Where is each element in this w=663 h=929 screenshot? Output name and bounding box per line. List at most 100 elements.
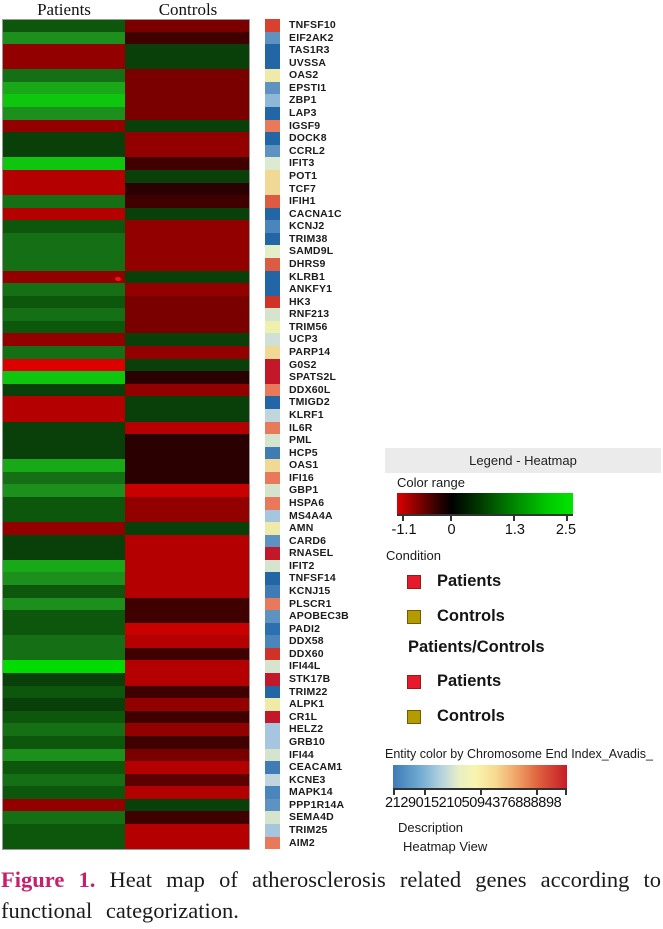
gene-label: TMIGD2 — [289, 396, 330, 409]
chromosome-swatch — [265, 320, 280, 334]
controls-cell — [125, 371, 250, 384]
patients-cell — [2, 723, 125, 736]
gene-label: HELZ2 — [289, 723, 324, 736]
controls-cell — [125, 509, 250, 523]
chromosome-swatch — [265, 232, 280, 246]
patients-cell — [2, 685, 125, 699]
controls-cell — [125, 786, 250, 799]
gene-label: CCRL2 — [289, 144, 326, 157]
chromosome-swatch — [265, 333, 280, 347]
patients-cell — [2, 346, 125, 359]
controls-cell — [125, 434, 250, 447]
heatmap-rows: TNFSF10 EIF2AK2 TAS1R3 UVSSA OAS2 EPSTI1 ZBP1 L… — [2, 19, 349, 850]
patients-cell — [2, 710, 125, 724]
controls-cell — [125, 220, 250, 233]
patients-cell — [2, 660, 125, 674]
chromosome-swatch — [265, 119, 280, 133]
gene-label: PLSCR1 — [289, 597, 332, 610]
patients-cell — [2, 119, 125, 133]
patients-cell — [2, 509, 125, 523]
patients-cell — [2, 132, 125, 145]
heatmap-row: IFIH1 — [2, 195, 349, 208]
gene-label: G0S2 — [289, 358, 317, 371]
patients-cell — [2, 295, 125, 309]
legend-item-condition-patients: Patients — [407, 572, 501, 591]
heatmap-row: SAMD9L — [2, 245, 349, 258]
controls-cell — [125, 333, 250, 347]
chromosome-swatch — [265, 660, 280, 674]
patients-cell — [2, 673, 125, 686]
patients-cell — [2, 195, 125, 208]
chromosome-swatch — [265, 308, 280, 321]
gene-label: DDX58 — [289, 635, 324, 648]
chromosome-swatch — [265, 673, 280, 686]
entity-color-label: Entity color by Chromosome End Index_Ava… — [385, 747, 653, 761]
controls-cell — [125, 107, 250, 120]
controls-cell — [125, 798, 250, 812]
patients-cell — [2, 522, 125, 535]
chromosome-swatch — [265, 295, 280, 309]
gene-label: GBP1 — [289, 484, 319, 497]
heatmap-row: UVSSA — [2, 56, 349, 70]
controls-cell — [125, 157, 250, 170]
controls-cell — [125, 647, 250, 661]
chromosome-axis-labels: 21290152105094376888898 — [385, 795, 562, 811]
gene-label: IFI16 — [289, 471, 314, 484]
patients-cell — [2, 371, 125, 384]
chromosome-swatch — [265, 446, 280, 460]
patients-cell — [2, 270, 125, 284]
heatmap-row: EPSTI1 — [2, 81, 349, 95]
gene-label: PML — [289, 434, 312, 447]
heatmap-row: TRIM56 — [2, 320, 349, 334]
gene-label: KLRB1 — [289, 270, 326, 283]
heatmap-row: KLRB1 — [2, 270, 349, 284]
heatmap-row: PML — [2, 434, 349, 447]
patients-cell — [2, 94, 125, 108]
patients-cell — [2, 56, 125, 70]
controls-cell — [125, 383, 250, 397]
gene-label: CACNA1C — [289, 207, 342, 220]
controls-cell — [125, 132, 250, 145]
controls-cell — [125, 673, 250, 686]
heatmap-row: IFI44 — [2, 748, 349, 762]
controls-cell — [125, 446, 250, 460]
chromosome-swatch — [265, 622, 280, 636]
heatmap-row: TMIGD2 — [2, 396, 349, 409]
patients-cell — [2, 761, 125, 774]
gene-label: AMN — [289, 522, 314, 535]
controls-cell — [125, 635, 250, 648]
gene-label: TRIM25 — [289, 824, 328, 836]
controls-column-header: Controls — [158, 0, 218, 19]
controls-cell — [125, 735, 250, 749]
patients-cell — [2, 207, 125, 221]
chromosome-swatch — [265, 559, 280, 573]
patients-cell — [2, 232, 125, 246]
chromosome-swatch — [265, 31, 280, 45]
heatmap-row: TRIM25 — [2, 824, 349, 837]
expression-axis-labels: -1.1 0 1.3 2.5 — [392, 522, 577, 539]
gene-label: OAS1 — [289, 459, 319, 472]
controls-cell — [125, 81, 250, 95]
heatmap-row: CR1L — [2, 710, 349, 724]
controls-cell — [125, 169, 250, 183]
gene-label: CEACAM1 — [289, 761, 343, 774]
heatmap-row: IFIT2 — [2, 559, 349, 573]
chromosome-swatch — [265, 610, 280, 623]
gene-label: MAPK14 — [289, 786, 333, 799]
gene-label: KCNE3 — [289, 773, 326, 786]
chromosome-swatch — [265, 534, 280, 548]
legend-item-label: Patients — [437, 572, 502, 590]
chromosome-swatch — [265, 635, 280, 648]
gene-label: LAP3 — [289, 107, 317, 120]
patients-cell — [2, 220, 125, 233]
patients-cell — [2, 735, 125, 749]
patients-cell — [2, 421, 125, 435]
gene-label: SPATS2L — [289, 371, 337, 384]
controls-cell — [125, 547, 250, 560]
controls-cell — [125, 610, 250, 623]
patients-cell — [2, 572, 125, 586]
patients-cell — [2, 534, 125, 548]
heatmap-view-label: Heatmap View — [403, 839, 488, 854]
gene-label: KCNJ2 — [289, 220, 325, 233]
controls-cell — [125, 270, 250, 284]
